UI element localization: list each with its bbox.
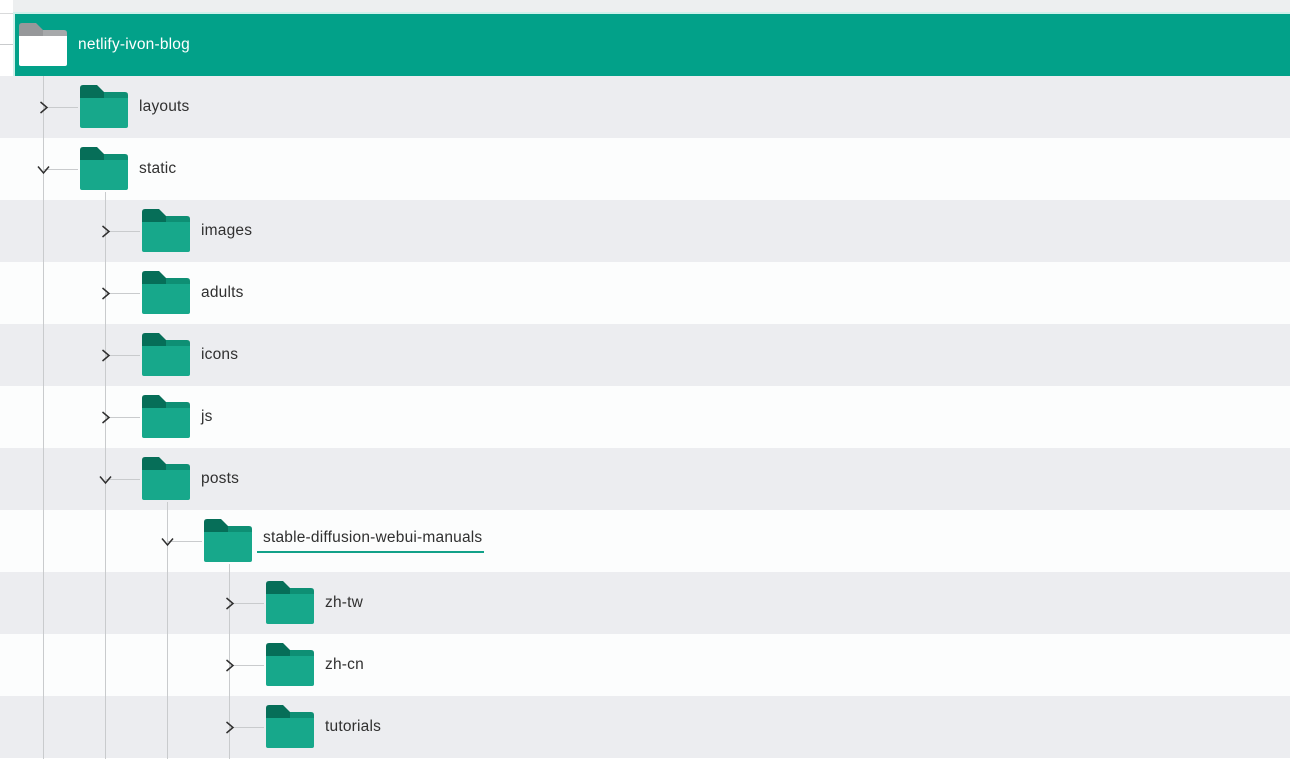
folder-icon[interactable]	[202, 518, 254, 564]
tree-node-posts[interactable]: posts	[0, 448, 1290, 510]
tree-node-stable-diffusion-webui-manuals[interactable]: stable-diffusion-webui-manuals	[0, 510, 1290, 572]
tree-node-static[interactable]: static	[0, 138, 1290, 200]
tree-connector	[229, 665, 264, 666]
folder-icon[interactable]	[140, 456, 192, 502]
tree-node-label[interactable]: tutorials	[325, 718, 382, 735]
tree-connector	[0, 13, 14, 14]
tree-connector	[105, 479, 140, 480]
folder-icon[interactable]	[264, 580, 316, 626]
folder-icon[interactable]	[140, 270, 192, 316]
folder-icon[interactable]	[78, 146, 130, 192]
folder-icon[interactable]	[78, 84, 130, 130]
folder-icon[interactable]	[140, 208, 192, 254]
tree-node-label[interactable]: stable-diffusion-webui-manuals	[257, 510, 485, 572]
folder-icon[interactable]	[140, 332, 192, 378]
tree-connector	[43, 169, 78, 170]
tree-connector	[105, 231, 140, 232]
tree-node-label[interactable]: icons	[201, 346, 239, 363]
tree-connector	[105, 355, 140, 356]
tree-trunk-line	[43, 76, 44, 759]
tree-connector	[105, 293, 140, 294]
folder-icon[interactable]	[264, 642, 316, 688]
tree-node-layouts[interactable]: layouts	[0, 76, 1290, 138]
chevron-right-icon[interactable]	[99, 347, 112, 364]
root-node-label: netlify-ivon-blog	[78, 36, 190, 53]
tree-node-js[interactable]: js	[0, 386, 1290, 448]
tree-connector	[229, 727, 264, 728]
tree-node-images[interactable]: images	[0, 200, 1290, 262]
chevron-down-icon[interactable]	[35, 163, 52, 176]
tree-node-label[interactable]: zh-cn	[325, 656, 364, 673]
tree-node-label[interactable]: zh-tw	[325, 594, 364, 611]
tree-node-label[interactable]: layouts	[139, 98, 190, 115]
tree-connector	[167, 541, 202, 542]
tree-trunk-line	[105, 192, 106, 759]
chevron-right-icon[interactable]	[99, 223, 112, 240]
chevron-down-icon[interactable]	[159, 535, 176, 548]
tree-trunk-line	[167, 502, 168, 759]
tree-connector	[229, 603, 264, 604]
tree-node-label[interactable]: posts	[201, 470, 240, 487]
chevron-right-icon[interactable]	[223, 719, 236, 736]
tree-connector	[0, 44, 14, 45]
tree-node-adults[interactable]: adults	[0, 262, 1290, 324]
tree-node-zh-tw[interactable]: zh-tw	[0, 572, 1290, 634]
tree-node-zh-cn[interactable]: zh-cn	[0, 634, 1290, 696]
chevron-right-icon[interactable]	[99, 285, 112, 302]
tree-node-label[interactable]: js	[201, 408, 213, 425]
tree-rows: layouts static images adults icons js po…	[0, 76, 1290, 758]
tree-connector	[105, 417, 140, 418]
folder-icon[interactable]	[264, 704, 316, 750]
tree-node-label[interactable]: adults	[201, 284, 244, 301]
open-folder-icon	[19, 23, 67, 66]
chevron-right-icon[interactable]	[223, 657, 236, 674]
chevron-right-icon[interactable]	[37, 99, 50, 116]
tree-node-label[interactable]: images	[201, 222, 253, 239]
chevron-down-icon[interactable]	[97, 473, 114, 486]
tree-node-icons[interactable]: icons	[0, 324, 1290, 386]
tree-node-tutorials[interactable]: tutorials	[0, 696, 1290, 758]
chevron-right-icon[interactable]	[99, 409, 112, 426]
folder-icon[interactable]	[140, 394, 192, 440]
tree-connector	[43, 107, 78, 108]
tree-node-label[interactable]: static	[139, 160, 177, 177]
chevron-right-icon[interactable]	[223, 595, 236, 612]
page-background-strip	[13, 0, 1290, 12]
tree-node-root[interactable]: netlify-ivon-blog	[13, 12, 1290, 76]
